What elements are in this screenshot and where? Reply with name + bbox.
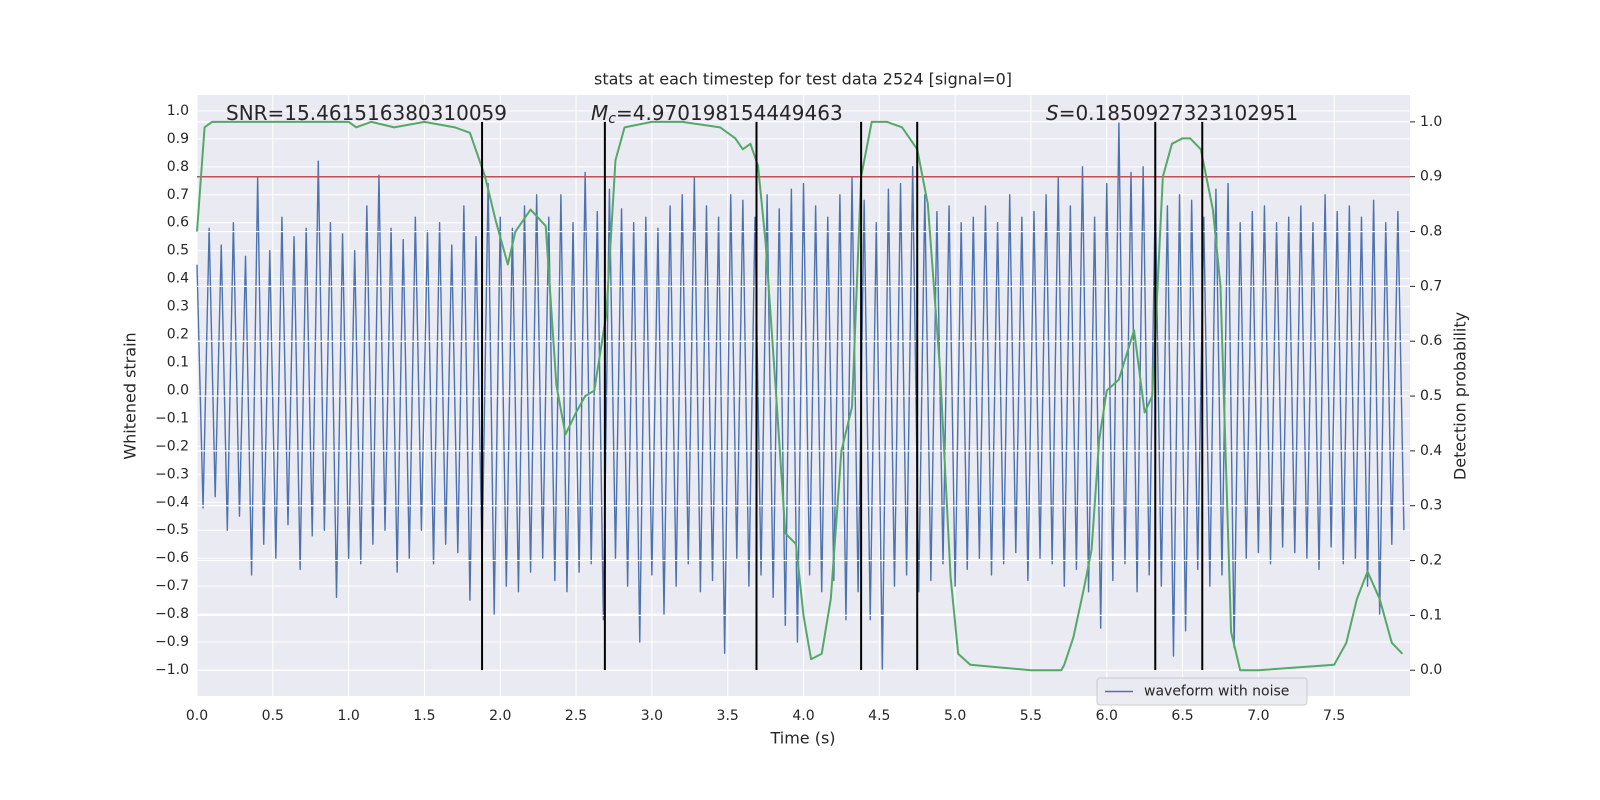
y-tick-label: 0.6 (167, 215, 189, 231)
x-tick-label: 0.5 (262, 708, 284, 724)
x-tick-label: 1.5 (413, 708, 435, 724)
x-tick-label: 4.5 (868, 708, 890, 724)
annotation: S=0.1850927323102951 (1046, 101, 1298, 125)
annotation: Mc=4.970198154449463 (591, 101, 843, 128)
y2-tick-label: 0.2 (1420, 553, 1442, 569)
y2-tick-label: 0.9 (1420, 169, 1442, 185)
y-tick-label: 0.8 (167, 159, 189, 175)
y-tick-label: 0.4 (167, 271, 189, 287)
y-axis-label: Whitened strain (121, 332, 140, 459)
x-axis-label: Time (s) (769, 729, 835, 748)
y2-tick-label: 0.0 (1420, 662, 1442, 678)
y-tick-label: 0.2 (167, 327, 189, 343)
x-tick-label: 7.5 (1323, 708, 1345, 724)
x-tick-label: 1.0 (337, 708, 359, 724)
y-tick-label: 0.9 (167, 131, 189, 147)
y-tick-label: −1.0 (155, 662, 189, 678)
y-tick-label: −0.1 (155, 410, 189, 426)
annotation-subscript: c (608, 111, 616, 127)
y-tick-label: 0.3 (167, 299, 189, 315)
x-tick-label: 3.0 (641, 708, 663, 724)
x-tick-label: 6.5 (1171, 708, 1193, 724)
x-tick-label: 2.5 (565, 708, 587, 724)
y-tick-label: −0.8 (155, 606, 189, 622)
annotation-symbol: S (1046, 101, 1059, 125)
y-tick-label: −0.3 (155, 466, 189, 482)
y-tick-label: 1.0 (167, 103, 189, 119)
y-tick-label: −0.7 (155, 578, 189, 594)
legend-label: waveform with noise (1144, 684, 1289, 700)
y2-tick-label: 1.0 (1420, 114, 1442, 130)
y2-tick-label: 0.6 (1420, 333, 1442, 349)
annotation-symbol: M (591, 101, 608, 125)
x-tick-label: 7.0 (1247, 708, 1269, 724)
y-tick-label: −0.2 (155, 438, 189, 454)
y-tick-label: 0.5 (167, 243, 189, 259)
y-tick-label: 0.7 (167, 187, 189, 203)
y2-tick-label: 0.8 (1420, 224, 1442, 240)
x-tick-label: 6.0 (1096, 708, 1118, 724)
annotation-text: SNR=15.461516380310059 (226, 101, 507, 125)
y-tick-label: −0.5 (155, 522, 189, 538)
y-tick-label: −0.6 (155, 550, 189, 566)
x-tick-label: 5.0 (944, 708, 966, 724)
annotation: SNR=15.461516380310059 (226, 101, 507, 125)
chart-title: stats at each timestep for test data 252… (594, 70, 1012, 89)
y-tick-label: 0.0 (167, 382, 189, 398)
x-tick-label: 5.5 (1020, 708, 1042, 724)
y2-tick-label: 0.1 (1420, 607, 1442, 623)
annotation-text: =4.970198154449463 (616, 101, 843, 125)
x-tick-label: 0.0 (186, 708, 208, 724)
line-series (196, 120, 1404, 672)
y2-tick-label: 0.7 (1420, 278, 1442, 294)
y-tick-label: −0.9 (155, 634, 189, 650)
y-tick-label: −0.4 (155, 494, 189, 510)
x-tick-label: 3.5 (717, 708, 739, 724)
x-tick-label: 2.0 (489, 708, 511, 724)
x-tick-label: 4.0 (792, 708, 814, 724)
y2-tick-label: 0.4 (1420, 443, 1442, 459)
annotation-text: =0.1850927323102951 (1059, 101, 1298, 125)
legend-box (1096, 677, 1308, 706)
y2-axis-label: Detection probability (1451, 312, 1470, 480)
y2-tick-label: 0.5 (1420, 388, 1442, 404)
y-tick-label: 0.1 (167, 355, 189, 371)
y2-tick-label: 0.3 (1420, 498, 1442, 514)
